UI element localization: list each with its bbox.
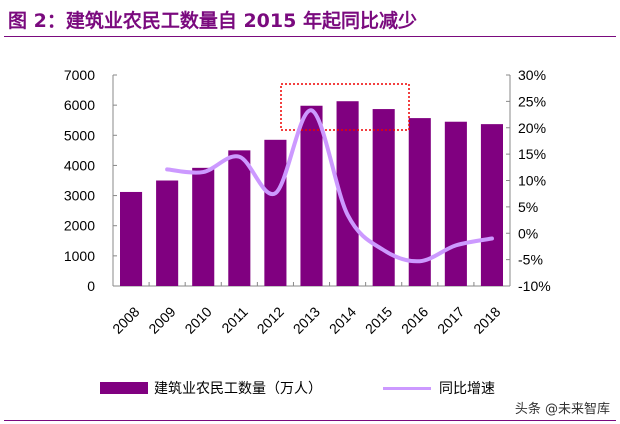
x-tick-label: 2016 — [398, 303, 431, 336]
left-tick-label: 0 — [87, 278, 95, 294]
x-tick-label: 2018 — [470, 303, 503, 336]
x-tick-label: 2014 — [326, 303, 359, 336]
x-tick-label: 2015 — [362, 303, 395, 336]
left-tick-label: 2000 — [64, 218, 95, 234]
x-tick-label: 2011 — [218, 303, 251, 336]
x-tick-label: 2009 — [145, 303, 178, 336]
legend-item-line: 同比增速 — [383, 378, 495, 398]
right-tick-label: -5% — [518, 252, 543, 268]
bar-2013 — [300, 105, 323, 286]
legend-swatch-line — [383, 386, 431, 390]
bar-2009 — [156, 180, 179, 286]
right-tick-label: 0% — [518, 225, 538, 241]
right-tick-label: 5% — [518, 199, 538, 215]
legend-label-bar: 建筑业农民工数量（万人） — [154, 381, 322, 397]
bar-2015 — [372, 109, 395, 286]
left-tick-label: 7000 — [64, 67, 95, 83]
left-tick-label: 1000 — [64, 248, 95, 264]
bottom-divider — [4, 420, 616, 421]
watermark: 头条 @未来智库 — [514, 402, 610, 417]
bar-2017 — [444, 121, 467, 286]
right-tick-label: 10% — [518, 173, 546, 189]
right-tick-label: 20% — [518, 120, 546, 136]
bar-2010 — [192, 167, 215, 286]
highlight-box — [280, 83, 410, 131]
left-tick-label: 5000 — [64, 127, 95, 143]
bar-2012 — [264, 139, 287, 286]
right-tick-label: 25% — [518, 93, 546, 109]
left-tick-label: 3000 — [64, 188, 95, 204]
x-tick-label: 2010 — [181, 303, 214, 336]
right-tick-label: 15% — [518, 146, 546, 162]
left-tick-label: 6000 — [64, 97, 95, 113]
left-tick-label: 4000 — [64, 157, 95, 173]
bar-2014 — [336, 101, 359, 286]
bar-2016 — [408, 118, 431, 287]
chart-title: 图 2：建筑业农民工数量自 2015 年起同比减少 — [8, 10, 417, 32]
right-tick-label: 30% — [518, 67, 546, 83]
title-divider — [4, 36, 616, 37]
x-tick-label: 2012 — [254, 303, 287, 336]
x-tick-label: 2017 — [434, 303, 467, 336]
right-tick-label: -10% — [518, 278, 551, 294]
x-tick-label: 2013 — [290, 303, 323, 336]
bar-2008 — [120, 191, 143, 286]
legend-label-line: 同比增速 — [439, 381, 495, 397]
legend-swatch-bar — [100, 382, 148, 394]
growth-line — [165, 108, 494, 264]
bar-2018 — [480, 124, 503, 286]
bar-2011 — [228, 150, 251, 286]
x-tick-label: 2008 — [109, 303, 142, 336]
legend-item-bar: 建筑业农民工数量（万人） — [100, 378, 322, 398]
